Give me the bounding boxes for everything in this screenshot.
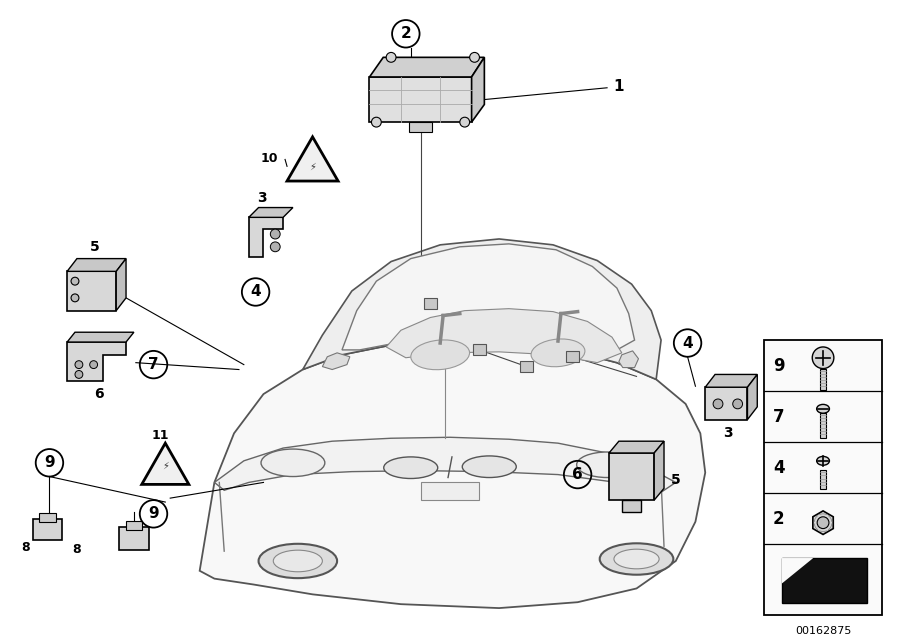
FancyBboxPatch shape — [566, 351, 579, 362]
Polygon shape — [782, 558, 814, 584]
Circle shape — [90, 361, 97, 368]
Text: 4: 4 — [682, 336, 693, 350]
Polygon shape — [68, 342, 126, 382]
Circle shape — [460, 117, 470, 127]
Polygon shape — [214, 438, 676, 492]
Ellipse shape — [614, 550, 659, 569]
Text: 4: 4 — [250, 284, 261, 300]
Polygon shape — [322, 353, 350, 370]
Circle shape — [813, 347, 834, 368]
Ellipse shape — [816, 457, 830, 466]
Ellipse shape — [383, 457, 437, 478]
Circle shape — [75, 361, 83, 368]
FancyBboxPatch shape — [40, 513, 56, 522]
Polygon shape — [813, 511, 833, 534]
Polygon shape — [141, 443, 189, 485]
Ellipse shape — [577, 452, 637, 478]
Polygon shape — [386, 308, 622, 363]
Text: 7: 7 — [148, 357, 158, 372]
Circle shape — [713, 399, 723, 409]
Polygon shape — [370, 57, 484, 77]
Polygon shape — [287, 137, 338, 181]
Ellipse shape — [258, 544, 338, 578]
FancyBboxPatch shape — [764, 340, 882, 615]
FancyBboxPatch shape — [420, 483, 480, 500]
Circle shape — [817, 517, 829, 529]
Text: 11: 11 — [151, 429, 169, 442]
Text: 4: 4 — [773, 459, 785, 477]
Polygon shape — [68, 332, 134, 342]
Polygon shape — [619, 351, 638, 368]
Polygon shape — [609, 441, 664, 453]
Text: 10: 10 — [261, 152, 278, 165]
FancyBboxPatch shape — [820, 368, 826, 390]
Polygon shape — [68, 272, 116, 310]
Polygon shape — [748, 375, 757, 420]
Polygon shape — [302, 239, 662, 379]
Polygon shape — [472, 57, 484, 122]
Text: 9: 9 — [773, 357, 785, 375]
FancyBboxPatch shape — [424, 298, 436, 309]
Polygon shape — [248, 218, 284, 257]
Polygon shape — [68, 259, 126, 272]
Ellipse shape — [816, 404, 830, 413]
FancyBboxPatch shape — [119, 527, 148, 550]
Text: 9: 9 — [148, 506, 158, 522]
Polygon shape — [706, 387, 748, 420]
Ellipse shape — [274, 550, 322, 572]
Text: 8: 8 — [73, 543, 81, 556]
Ellipse shape — [531, 339, 585, 367]
Polygon shape — [622, 500, 642, 512]
Text: 00162875: 00162875 — [795, 626, 851, 635]
Ellipse shape — [599, 543, 673, 575]
Polygon shape — [342, 244, 634, 350]
Ellipse shape — [261, 449, 325, 476]
Text: 8: 8 — [22, 541, 31, 554]
Polygon shape — [654, 441, 664, 500]
Polygon shape — [370, 77, 472, 122]
Circle shape — [386, 52, 396, 62]
FancyBboxPatch shape — [820, 469, 826, 489]
Polygon shape — [609, 453, 654, 500]
FancyBboxPatch shape — [520, 361, 533, 372]
Text: 3: 3 — [723, 426, 733, 440]
Text: 5: 5 — [90, 240, 100, 254]
Polygon shape — [782, 558, 868, 603]
Circle shape — [270, 229, 280, 239]
Text: 6: 6 — [94, 387, 104, 401]
FancyBboxPatch shape — [473, 345, 486, 356]
Text: 9: 9 — [44, 455, 55, 470]
Polygon shape — [116, 259, 126, 310]
Ellipse shape — [410, 340, 470, 370]
Circle shape — [75, 371, 83, 378]
Text: ⚡: ⚡ — [162, 460, 168, 471]
Polygon shape — [248, 207, 292, 218]
FancyBboxPatch shape — [820, 413, 826, 438]
Text: ⚡: ⚡ — [309, 162, 316, 171]
Circle shape — [270, 242, 280, 252]
Ellipse shape — [463, 456, 517, 478]
Circle shape — [71, 294, 79, 302]
Polygon shape — [200, 340, 706, 608]
Text: 2: 2 — [400, 26, 411, 41]
FancyBboxPatch shape — [32, 519, 62, 541]
Circle shape — [470, 52, 480, 62]
Text: 5: 5 — [670, 473, 680, 487]
Polygon shape — [706, 375, 757, 387]
Circle shape — [71, 277, 79, 285]
Text: 6: 6 — [572, 467, 583, 482]
FancyBboxPatch shape — [125, 522, 142, 530]
FancyBboxPatch shape — [409, 122, 432, 132]
Circle shape — [372, 117, 382, 127]
Text: 1: 1 — [613, 80, 624, 94]
Text: 3: 3 — [256, 191, 266, 205]
Circle shape — [733, 399, 742, 409]
Text: 7: 7 — [773, 408, 785, 425]
Text: 2: 2 — [773, 509, 785, 528]
